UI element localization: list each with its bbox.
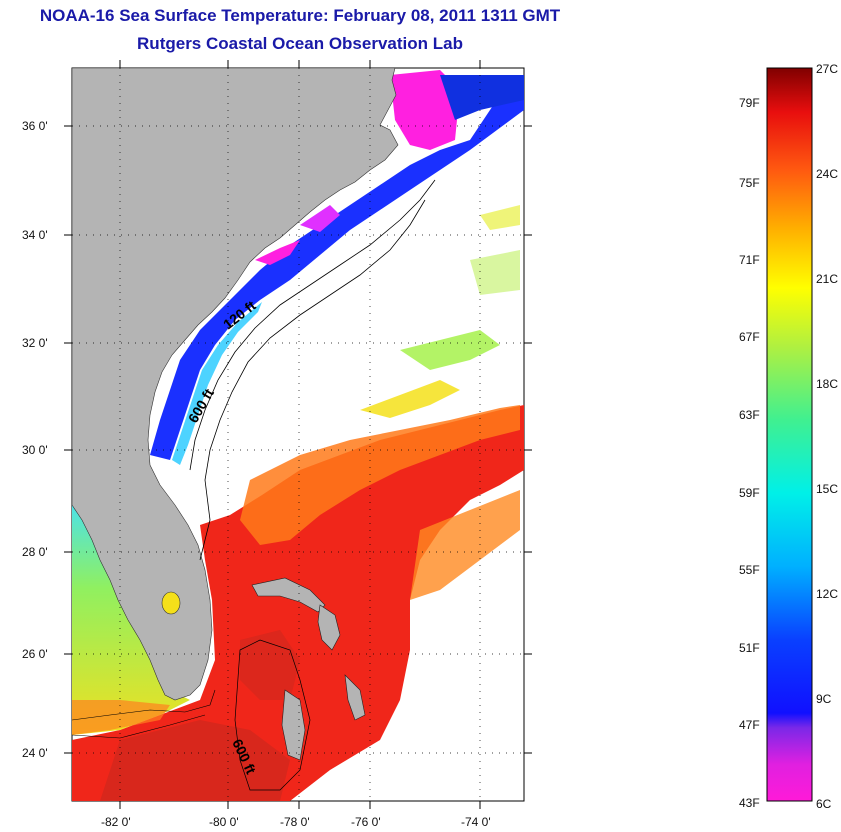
keys-warm-water	[72, 700, 170, 735]
contour-120ft	[189, 179, 436, 471]
colorbar-f-label: 67F	[739, 330, 760, 344]
magenta-sc-water	[300, 205, 340, 232]
orange-water-band	[240, 405, 520, 545]
colorbar-c-label: 21C	[816, 272, 839, 286]
colorbar-f-label: 63F	[739, 408, 760, 422]
lon-label: -78 0'	[280, 815, 310, 829]
colorbar-f-label: 47F	[739, 718, 760, 732]
colorbar-f-label: 79F	[739, 96, 760, 110]
bahamas-grand-bahama	[251, 577, 326, 613]
contour-bahamas	[234, 639, 311, 791]
colorbar-c-label: 24C	[816, 167, 839, 181]
colorbar-gradient	[766, 67, 813, 802]
bahamas-andros	[281, 689, 306, 761]
cyan-coastal-edge	[172, 302, 262, 465]
map-title: NOAA-16 Sea Surface Temperature: Februar…	[39, 6, 561, 25]
axis-ticks	[64, 60, 532, 809]
yellow-patch-ne	[480, 205, 520, 230]
colorbar-f-label: 71F	[739, 253, 760, 267]
green-patch	[400, 330, 500, 370]
colorbar-f-label: 51F	[739, 641, 760, 655]
bahamas-abaco	[317, 604, 341, 651]
lat-label: 36 0'	[22, 119, 48, 133]
warm-water-region	[72, 405, 524, 801]
contour-keys	[72, 714, 206, 739]
colorbar-c-label: 18C	[816, 377, 839, 391]
colorbar-c-label: 15C	[816, 482, 839, 496]
map-subtitle: Rutgers Coastal Ocean Observation Lab	[137, 34, 463, 53]
lat-label: 34 0'	[22, 228, 48, 242]
colorbar-f-label: 75F	[739, 176, 760, 190]
colorbar-f-label: 59F	[739, 486, 760, 500]
contour-gulf	[72, 689, 216, 721]
blue-ne-water	[440, 75, 524, 120]
lat-label: 32 0'	[22, 336, 48, 350]
dark-red-patch	[100, 720, 290, 801]
colorbar-f-label: 43F	[739, 796, 760, 810]
land-mass	[72, 68, 399, 701]
lat-label: 24 0'	[22, 746, 48, 760]
magenta-nc-water	[390, 70, 460, 150]
colorbar-c-label: 27C	[816, 62, 839, 76]
yellow-patch	[360, 380, 460, 418]
colorbar-f-label: 55F	[739, 563, 760, 577]
lat-label: 28 0'	[22, 545, 48, 559]
dark-red-patch-2	[240, 630, 300, 700]
lat-label: 26 0'	[22, 647, 48, 661]
magenta-coastal-water	[255, 240, 300, 265]
lon-label: -74 0'	[461, 815, 491, 829]
lat-label: 30 0'	[22, 443, 48, 457]
cold-coastal-band	[150, 90, 524, 460]
contour-600ft	[199, 199, 426, 561]
bahamas-eleuthera	[344, 674, 366, 721]
lake-okeechobee	[161, 591, 181, 615]
lon-label: -76 0'	[351, 815, 381, 829]
orange-water-east	[410, 490, 520, 600]
green-patch-ne	[470, 250, 520, 295]
lon-label: -82 0'	[101, 815, 131, 829]
colorbar-c-label: 12C	[816, 587, 839, 601]
colorbar-c-label: 6C	[816, 797, 832, 811]
colorbar-c-label: 9C	[816, 692, 832, 706]
lon-label: -80 0'	[209, 815, 239, 829]
